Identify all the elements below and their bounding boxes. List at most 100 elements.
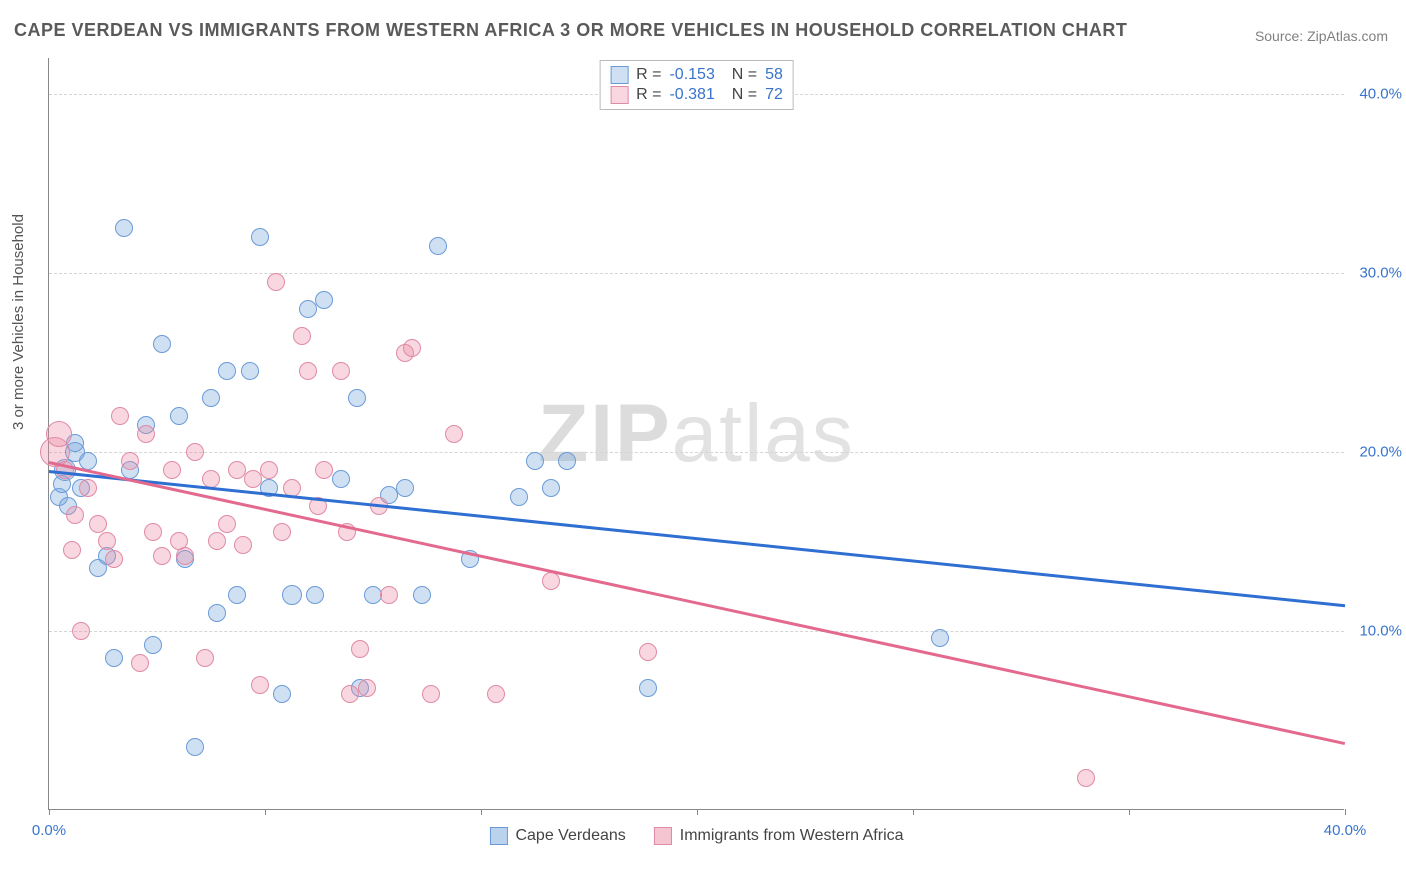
scatter-point [251, 228, 269, 246]
x-tick-mark [1345, 809, 1346, 815]
scatter-point [208, 604, 226, 622]
scatter-point [332, 470, 350, 488]
scatter-point [170, 407, 188, 425]
scatter-point [144, 636, 162, 654]
scatter-point [273, 685, 291, 703]
legend-n-label: N = [723, 66, 757, 84]
gridline [49, 631, 1344, 632]
scatter-point [931, 629, 949, 647]
scatter-point [163, 461, 181, 479]
scatter-point [121, 452, 139, 470]
scatter-point [228, 461, 246, 479]
scatter-point [153, 547, 171, 565]
scatter-point [299, 362, 317, 380]
scatter-point [144, 523, 162, 541]
scatter-point [413, 586, 431, 604]
gridline [49, 273, 1344, 274]
gridline [49, 452, 1344, 453]
scatter-point [115, 219, 133, 237]
scatter-point [244, 470, 262, 488]
scatter-point [558, 452, 576, 470]
chart-plot-area: ZIPatlas 10.0%20.0%30.0%40.0%0.0%40.0%R … [48, 58, 1344, 810]
scatter-point [542, 572, 560, 590]
scatter-point [315, 291, 333, 309]
scatter-point [332, 362, 350, 380]
x-tick-mark [697, 809, 698, 815]
scatter-point [98, 532, 116, 550]
scatter-point [186, 443, 204, 461]
scatter-point [176, 547, 194, 565]
scatter-point [63, 541, 81, 559]
scatter-point [526, 452, 544, 470]
scatter-point [202, 389, 220, 407]
scatter-point [282, 585, 302, 605]
scatter-point [228, 586, 246, 604]
correlation-legend: R = -0.153 N = 58R = -0.381 N = 72 [599, 60, 794, 110]
series-legend: Cape Verdeans Immigrants from Western Afr… [489, 827, 903, 845]
scatter-point [208, 532, 226, 550]
scatter-point [273, 523, 291, 541]
scatter-point [186, 738, 204, 756]
scatter-point [348, 389, 366, 407]
scatter-point [251, 676, 269, 694]
scatter-point [315, 461, 333, 479]
scatter-point [351, 640, 369, 658]
scatter-point [429, 237, 447, 255]
y-tick-label: 30.0% [1359, 264, 1402, 281]
scatter-point [403, 339, 421, 357]
scatter-point [111, 407, 129, 425]
legend-n-value: 72 [765, 86, 783, 104]
scatter-point [445, 425, 463, 443]
scatter-point [510, 488, 528, 506]
series-legend-label: Cape Verdeans [515, 827, 625, 845]
x-tick-label: 0.0% [32, 822, 66, 839]
legend-n-value: 58 [765, 66, 783, 84]
y-tick-label: 10.0% [1359, 622, 1402, 639]
x-tick-mark [1129, 809, 1130, 815]
scatter-point [196, 649, 214, 667]
scatter-point [542, 479, 560, 497]
x-tick-mark [913, 809, 914, 815]
watermark: ZIPatlas [538, 387, 855, 481]
scatter-point [202, 470, 220, 488]
y-axis-label: 3 or more Vehicles in Household [10, 214, 27, 430]
scatter-point [260, 461, 278, 479]
trend-line [49, 461, 1346, 745]
scatter-point [105, 550, 123, 568]
scatter-point [358, 679, 376, 697]
legend-n-label: N = [723, 86, 757, 104]
scatter-point [293, 327, 311, 345]
scatter-point [1077, 769, 1095, 787]
legend-swatch [489, 827, 507, 845]
scatter-point [396, 479, 414, 497]
x-tick-mark [481, 809, 482, 815]
scatter-point [66, 506, 84, 524]
series-legend-label: Immigrants from Western Africa [680, 827, 904, 845]
legend-r-label: R = [636, 66, 661, 84]
scatter-point [89, 515, 107, 533]
chart-title: CAPE VERDEAN VS IMMIGRANTS FROM WESTERN … [14, 20, 1127, 41]
source-label: Source: ZipAtlas.com [1255, 28, 1388, 44]
y-tick-label: 20.0% [1359, 443, 1402, 460]
legend-r-value: -0.153 [669, 66, 714, 84]
scatter-point [241, 362, 259, 380]
legend-swatch [610, 86, 628, 104]
correlation-legend-row: R = -0.381 N = 72 [610, 85, 783, 105]
x-tick-mark [265, 809, 266, 815]
legend-r-value: -0.381 [669, 86, 714, 104]
series-legend-item: Cape Verdeans [489, 827, 625, 845]
series-legend-item: Immigrants from Western Africa [654, 827, 904, 845]
scatter-point [105, 649, 123, 667]
x-tick-label: 40.0% [1324, 822, 1367, 839]
scatter-point [218, 362, 236, 380]
scatter-point [380, 586, 398, 604]
scatter-point [46, 421, 72, 447]
legend-r-label: R = [636, 86, 661, 104]
scatter-point [306, 586, 324, 604]
scatter-point [639, 643, 657, 661]
scatter-point [422, 685, 440, 703]
scatter-point [72, 622, 90, 640]
scatter-point [153, 335, 171, 353]
scatter-point [234, 536, 252, 554]
scatter-point [131, 654, 149, 672]
